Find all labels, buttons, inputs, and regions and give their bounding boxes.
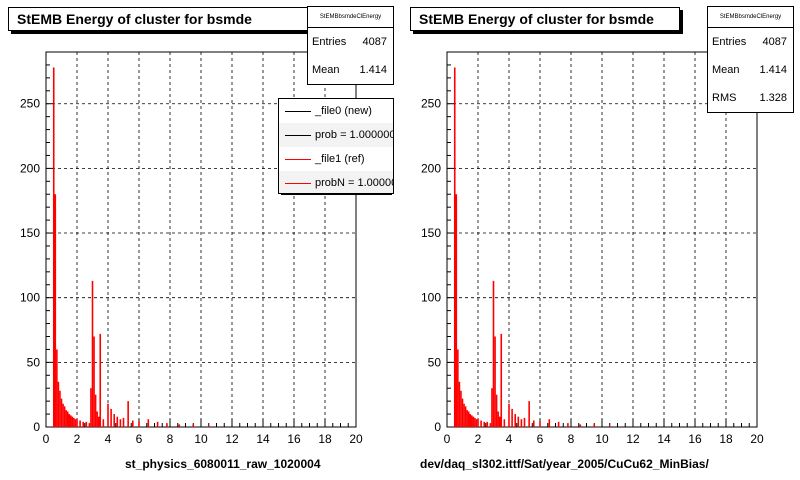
y-tick-label: 250 bbox=[20, 97, 40, 111]
x-tick-label: 8 bbox=[568, 432, 575, 446]
y-tick-label: 0 bbox=[434, 420, 441, 434]
legend-entry: _file1 (ref) bbox=[279, 147, 393, 171]
x-tick-label: 10 bbox=[194, 432, 208, 446]
y-tick-label: 200 bbox=[20, 161, 40, 175]
legend-entry: _file0 (new) bbox=[279, 99, 393, 123]
x-tick-label: 16 bbox=[688, 432, 702, 446]
x-tick-label: 14 bbox=[657, 432, 671, 446]
y-tick-label: 150 bbox=[20, 226, 40, 240]
legend-label: probN = 1.000000 bbox=[315, 177, 393, 189]
y-tick-label: 100 bbox=[421, 291, 441, 305]
stats-value: 4087 bbox=[762, 36, 787, 48]
chart-title: StEMB Energy of cluster for bsmde bbox=[410, 7, 680, 31]
legend-swatch bbox=[285, 183, 311, 184]
legend-label: _file1 (ref) bbox=[315, 153, 365, 165]
x-tick-label: 2 bbox=[74, 432, 81, 446]
stats-row: Mean 1.414 bbox=[708, 56, 793, 84]
stats-row: Mean 1.414 bbox=[308, 56, 393, 84]
stats-row: RMS 1.328 bbox=[708, 84, 793, 112]
x-tick-label: 20 bbox=[349, 432, 363, 446]
x-tick-label: 12 bbox=[626, 432, 640, 446]
x-tick-label: 12 bbox=[225, 432, 239, 446]
legend-label: _file0 (new) bbox=[315, 105, 372, 117]
stats-value: 1.414 bbox=[759, 64, 787, 76]
stats-name: StEMBbsmdeClEnergy bbox=[708, 7, 793, 28]
y-tick-label: 50 bbox=[27, 355, 41, 369]
x-tick-label: 14 bbox=[256, 432, 270, 446]
x-tick-label: 16 bbox=[287, 432, 301, 446]
stats-label: RMS bbox=[712, 92, 737, 104]
x-tick-label: 4 bbox=[105, 432, 112, 446]
stats-label: Entries bbox=[312, 36, 347, 48]
legend-swatch bbox=[285, 159, 311, 160]
x-axis-label: st_physics_6080011_raw_1020004 bbox=[125, 457, 321, 471]
stats-label: Mean bbox=[312, 64, 340, 76]
x-tick-label: 18 bbox=[719, 432, 733, 446]
stats-box: StEMBbsmdeClEnergy Entries 4087 Mean 1.414 bbox=[307, 6, 394, 85]
legend-swatch bbox=[285, 111, 311, 112]
x-tick-label: 2 bbox=[475, 432, 482, 446]
series-1 bbox=[52, 67, 210, 427]
series-1 bbox=[453, 67, 611, 427]
chart-title: StEMB Energy of cluster for bsmde bbox=[8, 7, 308, 31]
stats-label: Entries bbox=[712, 36, 747, 48]
stats-row: Entries 4087 bbox=[708, 28, 793, 56]
y-tick-label: 0 bbox=[33, 420, 40, 434]
x-tick-label: 18 bbox=[318, 432, 332, 446]
stats-row: Entries 4087 bbox=[308, 28, 393, 56]
x-tick-label: 0 bbox=[444, 432, 451, 446]
x-axis-label: dev/daq_sl302.ittf/Sat/year_2005/CuCu62_… bbox=[420, 457, 709, 471]
x-tick-label: 6 bbox=[136, 432, 143, 446]
y-tick-label: 100 bbox=[20, 291, 40, 305]
x-tick-label: 10 bbox=[595, 432, 609, 446]
stats-value: 1.328 bbox=[759, 92, 787, 104]
y-tick-label: 250 bbox=[421, 97, 441, 111]
y-tick-label: 150 bbox=[421, 226, 441, 240]
legend-box: _file0 (new) prob = 1.000000 _file1 (ref) p… bbox=[278, 98, 394, 194]
legend-label: prob = 1.000000 bbox=[315, 129, 394, 141]
legend-entry: probN = 1.000000 bbox=[279, 171, 393, 193]
legend-entry: prob = 1.000000 bbox=[279, 123, 393, 147]
x-tick-label: 0 bbox=[43, 432, 50, 446]
x-tick-label: 6 bbox=[537, 432, 544, 446]
stats-box: StEMBbsmdeClEnergy Entries 4087 Mean 1.414 RM… bbox=[707, 6, 794, 113]
legend-swatch bbox=[285, 135, 311, 136]
x-tick-label: 20 bbox=[750, 432, 764, 446]
x-tick-label: 4 bbox=[506, 432, 513, 446]
stats-value: 1.414 bbox=[359, 64, 387, 76]
y-tick-label: 200 bbox=[421, 161, 441, 175]
y-tick-label: 50 bbox=[428, 355, 442, 369]
stats-label: Mean bbox=[712, 64, 740, 76]
x-tick-label: 8 bbox=[167, 432, 174, 446]
stats-name: StEMBbsmdeClEnergy bbox=[308, 7, 393, 28]
stats-value: 4087 bbox=[362, 36, 387, 48]
